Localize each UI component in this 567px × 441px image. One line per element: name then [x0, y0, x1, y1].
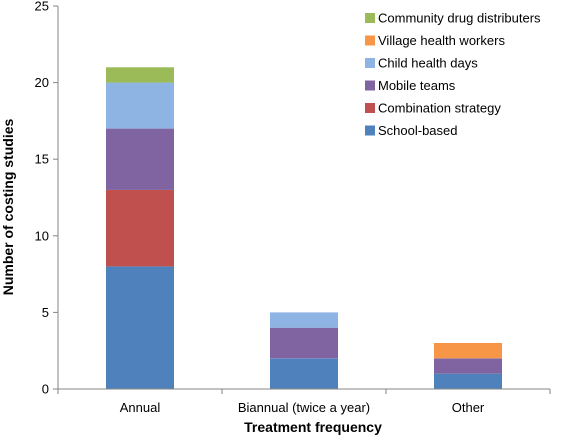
y-tick-label: 25 [35, 0, 49, 14]
bar-segment-mobile-teams-3 [434, 358, 502, 374]
x-axis-title: Treatment frequency [244, 419, 382, 435]
y-tick-label: 5 [42, 305, 49, 320]
bar-segment-mobile-teams-2 [270, 327, 338, 359]
y-tick-label: 15 [35, 152, 49, 167]
legend-label: Combination strategy [378, 101, 501, 116]
legend-label: Village health workers [378, 33, 505, 48]
bar-segment-community-drug-distributers-1 [106, 67, 174, 83]
bar-segment-mobile-teams-1 [106, 128, 174, 190]
y-tick-label: 10 [35, 228, 49, 243]
legend-label: Community drug distributers [378, 11, 541, 26]
legend-swatch [365, 58, 375, 68]
legend-label: Mobile teams [378, 78, 456, 93]
legend-swatch [365, 125, 375, 136]
x-tick-label: Other [452, 400, 485, 415]
legend-label: School-based [378, 123, 458, 138]
legend-label: Child health days [378, 56, 478, 71]
bar-segment-school-based-1 [106, 266, 174, 389]
x-tick-label: Annual [120, 400, 161, 415]
legend: Community drug distributers Village healt… [365, 11, 541, 138]
y-tick-label: 20 [35, 75, 49, 90]
bar-segment-combination-strategy-1 [106, 189, 174, 267]
bar-segment-school-based-2 [270, 358, 338, 389]
y-axis-title: Number of costing studies [0, 119, 16, 296]
bar-segment-village-health-workers-3 [434, 343, 502, 359]
bars-layer [106, 67, 502, 389]
legend-swatch [365, 80, 375, 91]
axes-layer: 0 5 10 15 20 25 Annual Biannual (twice a year) O… [35, 0, 551, 415]
legend-swatch [365, 13, 375, 23]
legend-swatch [365, 35, 375, 46]
bar-segment-child-health-days-1 [106, 82, 174, 129]
y-tick-label: 0 [42, 382, 49, 397]
bar-segment-child-health-days-2 [270, 312, 338, 328]
bar-segment-school-based-3 [434, 373, 502, 389]
legend-swatch [365, 103, 375, 113]
x-tick-label: Biannual (twice a year) [238, 400, 370, 415]
